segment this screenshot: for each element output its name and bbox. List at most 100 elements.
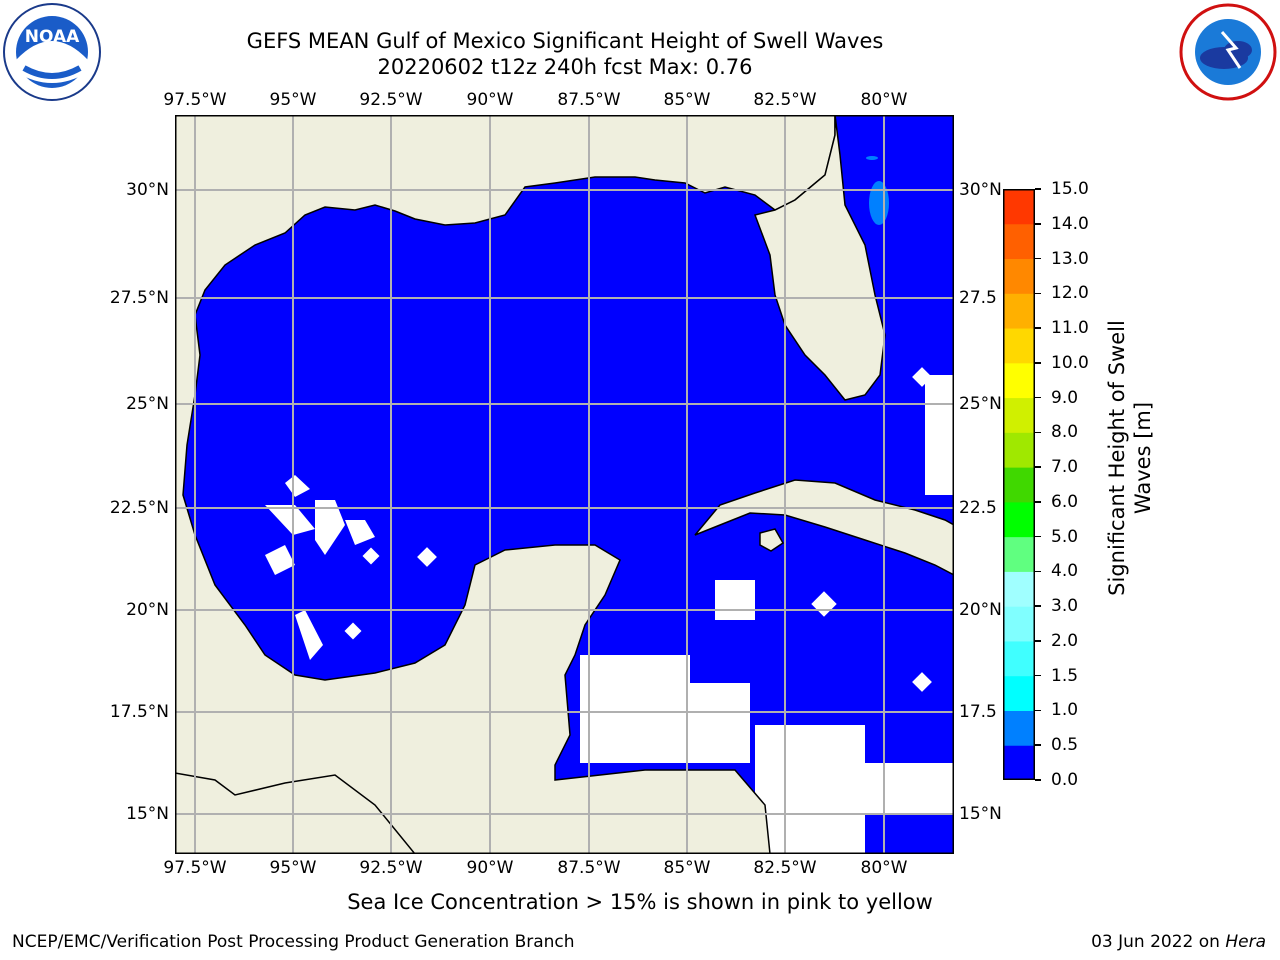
lon-label-top: 80°W (860, 90, 908, 110)
colorbar-band (1003, 293, 1035, 329)
colorbar-band (1003, 571, 1035, 607)
colorbar-band (1003, 606, 1035, 642)
colorbar-tick-mark (1035, 570, 1041, 573)
colorbar-tick-label: 15.0 (1051, 179, 1089, 199)
lon-label-top: 87.5°W (557, 90, 621, 110)
colorbar-tick-mark (1035, 327, 1041, 329)
colorbar-band (1003, 397, 1035, 433)
colorbar-tick-mark (1035, 674, 1041, 677)
lat-label-right: 22.5 (959, 498, 997, 518)
lon-label-bottom: 82.5°W (753, 858, 817, 878)
colorbar-band (1003, 223, 1035, 260)
footer-date-text: 03 Jun 2022 on (1091, 932, 1226, 952)
lon-label-top: 82.5°W (753, 90, 817, 110)
lat-label-left: 17.5°N (109, 702, 169, 722)
lat-label-left: 15°N (126, 804, 169, 824)
colorbar-tick-mark (1035, 466, 1041, 468)
nws-logo-icon (1178, 2, 1278, 102)
colorbar-tick-label: 11.0 (1051, 318, 1089, 339)
colorbar-band (1003, 640, 1035, 677)
lat-label-left: 20°N (126, 600, 169, 620)
colorbar-tick-label: 14.0 (1051, 213, 1089, 234)
lon-label-bottom: 90°W (466, 858, 514, 878)
colorbar-band (1003, 258, 1035, 294)
lon-label-top: 92.5°W (359, 90, 423, 110)
chart-title: GEFS MEAN Gulf of Mexico Significant Hei… (246, 29, 884, 53)
colorbar-tick-label: 6.0 (1051, 491, 1079, 512)
lat-label-right: 25°N (959, 394, 1002, 414)
lon-label-bottom: 85°W (663, 858, 711, 878)
colorbar-tick-mark (1035, 396, 1041, 399)
colorbar-tick-label: 5.0 (1051, 526, 1079, 547)
map-plot-area (175, 115, 954, 854)
colorbar-tick-label: 4.0 (1051, 561, 1079, 582)
colorbar-label-line2: Waves [m] (1131, 401, 1155, 515)
colorbar-tick-label: 10.0 (1051, 352, 1089, 373)
colorbar-tick-mark (1035, 744, 1041, 746)
lon-label-bottom: 95°W (269, 858, 317, 878)
colorbar (1003, 189, 1035, 780)
colorbar-label-line1: Significant Height of Swell (1105, 320, 1129, 596)
colorbar-tick-label: 13.0 (1051, 248, 1089, 269)
lat-label-right: 30°N (959, 180, 1002, 200)
lat-label-left: 27.5°N (109, 288, 169, 308)
noaa-logo-icon: NOAA (2, 2, 102, 102)
lat-label-right: 20°N (959, 600, 1002, 620)
colorbar-band (1003, 328, 1035, 364)
footer-branch: NCEP/EMC/Verification Post Processing Pr… (12, 932, 575, 952)
lat-label-right: 17.5 (959, 702, 997, 722)
lon-label-top: 90°W (466, 90, 514, 110)
colorbar-tick-mark (1035, 501, 1041, 503)
colorbar-band (1003, 467, 1035, 503)
colorbar-tick-label: 12.0 (1051, 283, 1089, 304)
colorbar-tick-mark (1035, 223, 1041, 225)
colorbar-tick-label: 9.0 (1051, 387, 1079, 408)
noaa-logo-text: NOAA (25, 27, 80, 47)
colorbar-tick-mark (1035, 779, 1041, 781)
lon-label-top: 95°W (269, 90, 317, 110)
lon-label-top: 97.5°W (163, 90, 227, 110)
land-masses (175, 115, 954, 854)
colorbar-band (1003, 745, 1035, 780)
swell-0.5m-patch (869, 181, 889, 225)
lat-label-right: 27.5 (959, 288, 997, 308)
colorbar-tick-mark (1035, 362, 1041, 364)
lon-label-top: 85°W (663, 90, 711, 110)
colorbar-tick-label: 8.0 (1051, 422, 1079, 443)
lon-label-bottom: 97.5°W (163, 858, 227, 878)
colorbar-frame (1003, 189, 1035, 780)
colorbar-tick-mark (1035, 431, 1041, 434)
colorbar-tick-label: 3.0 (1051, 596, 1079, 617)
colorbar-label: Significant Height of Swell Waves [m] (1104, 308, 1156, 608)
sea-ice-caption: Sea Ice Concentration > 15% is shown in … (347, 890, 933, 914)
map-gridlines (175, 115, 954, 854)
colorbar-band (1003, 501, 1035, 538)
lat-label-left: 25°N (126, 394, 169, 414)
nodata-patches (265, 367, 954, 854)
colorbar-tick-label: 7.0 (1051, 457, 1079, 478)
colorbar-ticks: 0.0 0.5 1.0 1.5 2.0 3.0 4.0 5.0 6.0 7.0 8.0 9.0 10.0… (1035, 179, 1095, 790)
lon-label-bottom: 80°W (860, 858, 908, 878)
lon-label-bottom: 87.5°W (557, 858, 621, 878)
colorbar-tick-label: 0.0 (1051, 770, 1079, 790)
colorbar-tick-label: 1.5 (1051, 665, 1079, 686)
colorbar-band (1003, 536, 1035, 572)
lat-label-left: 30°N (126, 180, 169, 200)
colorbar-band (1003, 675, 1035, 711)
colorbar-band (1003, 189, 1035, 225)
colorbar-tick-mark (1035, 188, 1041, 190)
chart-subtitle: 20220602 t12z 240h fcst Max: 0.76 (377, 55, 753, 79)
colorbar-tick-label: 2.0 (1051, 630, 1079, 651)
footer-machine: Hera (1225, 932, 1266, 952)
colorbar-tick-mark (1035, 605, 1041, 607)
colorbar-tick-mark (1035, 640, 1041, 642)
map-frame (175, 115, 954, 854)
colorbar-tick-label: 1.0 (1051, 700, 1079, 721)
colorbar-tick-mark (1035, 535, 1041, 538)
lon-label-bottom: 92.5°W (359, 858, 423, 878)
colorbar-tick-mark (1035, 292, 1041, 295)
footer-date: 03 Jun 2022 on Hera (1091, 932, 1266, 952)
colorbar-band (1003, 432, 1035, 468)
lat-label-left: 22.5°N (109, 498, 169, 518)
colorbar-band (1003, 710, 1035, 746)
